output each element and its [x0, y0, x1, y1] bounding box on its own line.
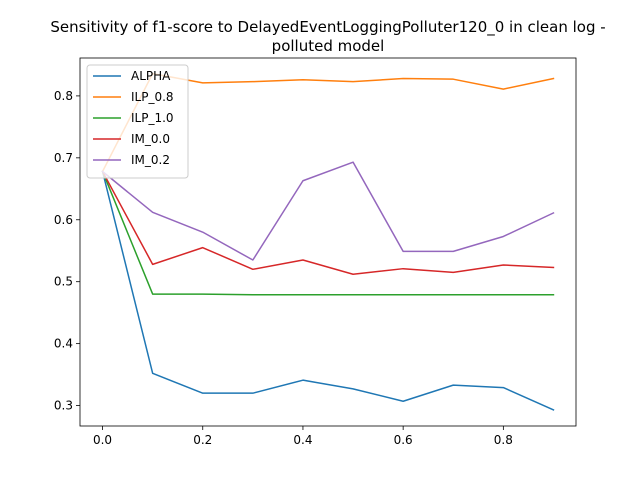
y-tick-label: 0.6 [54, 213, 73, 227]
axes-frame [79, 57, 577, 427]
series-line-0 [101, 170, 555, 411]
x-tick-label: 0.6 [394, 433, 413, 447]
x-tick-label: 0.2 [193, 433, 212, 447]
chart-title-line-2: polluted model [272, 37, 385, 55]
x-tick-label: 0.0 [93, 433, 112, 447]
legend-label: ILP_1.0 [131, 111, 174, 125]
y-tick-label: 0.7 [54, 151, 73, 165]
plot-area: 0.0 0.2 0.4 0.6 0.8 0.3 0.4 0.5 0.6 0.7 0.8 ALPHA IL… [54, 57, 577, 447]
legend-label: IM_0.2 [131, 153, 170, 167]
legend-label: IM_0.0 [131, 132, 170, 146]
y-tick-label: 0.4 [54, 337, 73, 351]
legend-box [86, 64, 189, 179]
chart-title-line-1: Sensitivity of f1-score to DelayedEventL… [50, 18, 605, 37]
series-line-2 [101, 170, 555, 296]
x-tick-label: 0.8 [494, 433, 513, 447]
series-line-4 [101, 161, 555, 261]
y-tick-label: 0.5 [54, 275, 73, 289]
legend-label: ALPHA [131, 69, 171, 83]
y-tick-label: 0.3 [54, 399, 73, 413]
series-line-3 [101, 170, 555, 276]
x-tick-label: 0.4 [293, 433, 312, 447]
y-tick-label: 0.8 [54, 89, 73, 103]
legend-label: ILP_0.8 [131, 90, 174, 104]
